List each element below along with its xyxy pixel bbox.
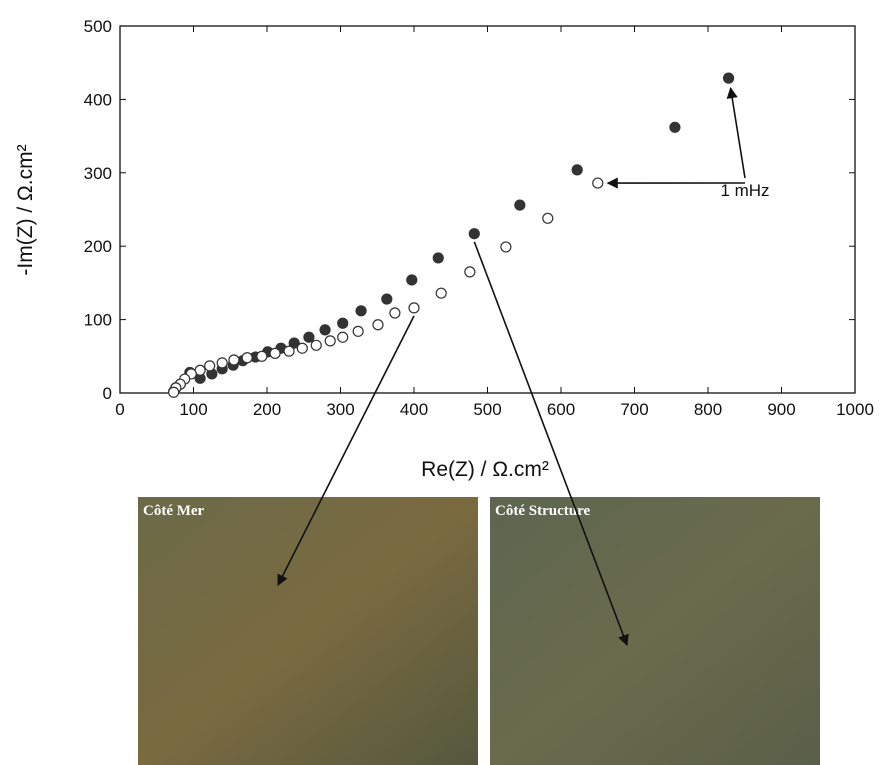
data-point (216, 357, 228, 369)
x-tick-label: 0 (115, 400, 124, 419)
x-tick-label: 600 (547, 400, 575, 419)
data-point (288, 337, 300, 349)
x-tick-label: 100 (179, 400, 207, 419)
x-tick-label: 700 (620, 400, 648, 419)
x-tick-label: 200 (253, 400, 281, 419)
data-point (389, 307, 401, 319)
photo-sea-side (138, 497, 478, 765)
data-point (381, 293, 393, 305)
data-point (352, 325, 364, 337)
data-point (337, 331, 349, 343)
data-point (269, 347, 281, 359)
data-point (256, 350, 268, 362)
plot-frame (119, 25, 856, 394)
data-point (435, 287, 447, 299)
x-tick-label: 500 (473, 400, 501, 419)
data-point (542, 212, 554, 224)
data-point (303, 331, 315, 343)
annotation: 1 mHz (720, 181, 769, 200)
x-tick-label: 900 (767, 400, 795, 419)
y-tick-label: 300 (84, 164, 112, 183)
x-tick-label: 800 (694, 400, 722, 419)
photo-structure-side (490, 497, 820, 765)
y-tick-label: 100 (84, 311, 112, 330)
y-tick-label: 400 (84, 90, 112, 109)
data-point (319, 324, 331, 336)
data-point (372, 319, 384, 331)
data-point (722, 72, 735, 84)
data-point (571, 164, 583, 176)
data-point (228, 354, 240, 366)
data-point (406, 274, 418, 286)
x-tick-label: 1000 (836, 400, 874, 419)
data-point (204, 360, 216, 372)
data-point (296, 342, 308, 354)
data-point (432, 252, 444, 264)
data-point (355, 305, 367, 317)
x-tick-label: 400 (400, 400, 428, 419)
data-point (669, 121, 681, 133)
x-axis-title: Re(Z) / Ω.cm² (421, 458, 549, 481)
data-point (464, 266, 476, 278)
data-point (283, 345, 295, 357)
data-point (500, 241, 512, 253)
arrow (473, 241, 629, 647)
y-tick-label: 0 (103, 384, 112, 403)
data-point (324, 335, 336, 347)
y-axis-title: -Im(Z) / Ω.cm² (14, 144, 37, 275)
data-point (241, 352, 253, 364)
data-point (514, 199, 526, 211)
photo-label: Côté Mer (143, 503, 205, 519)
x-tick-label: 300 (326, 400, 354, 419)
photo-label: Côté Structure (495, 503, 590, 519)
data-point (337, 317, 349, 329)
arrow (277, 315, 415, 586)
data-point (468, 228, 480, 240)
data-point (408, 302, 420, 314)
data-point (168, 386, 180, 398)
data-point (592, 177, 604, 189)
y-tick-label: 200 (84, 237, 112, 256)
data-point (310, 339, 322, 351)
y-tick-label: 500 (84, 17, 112, 36)
arrow (726, 87, 746, 179)
